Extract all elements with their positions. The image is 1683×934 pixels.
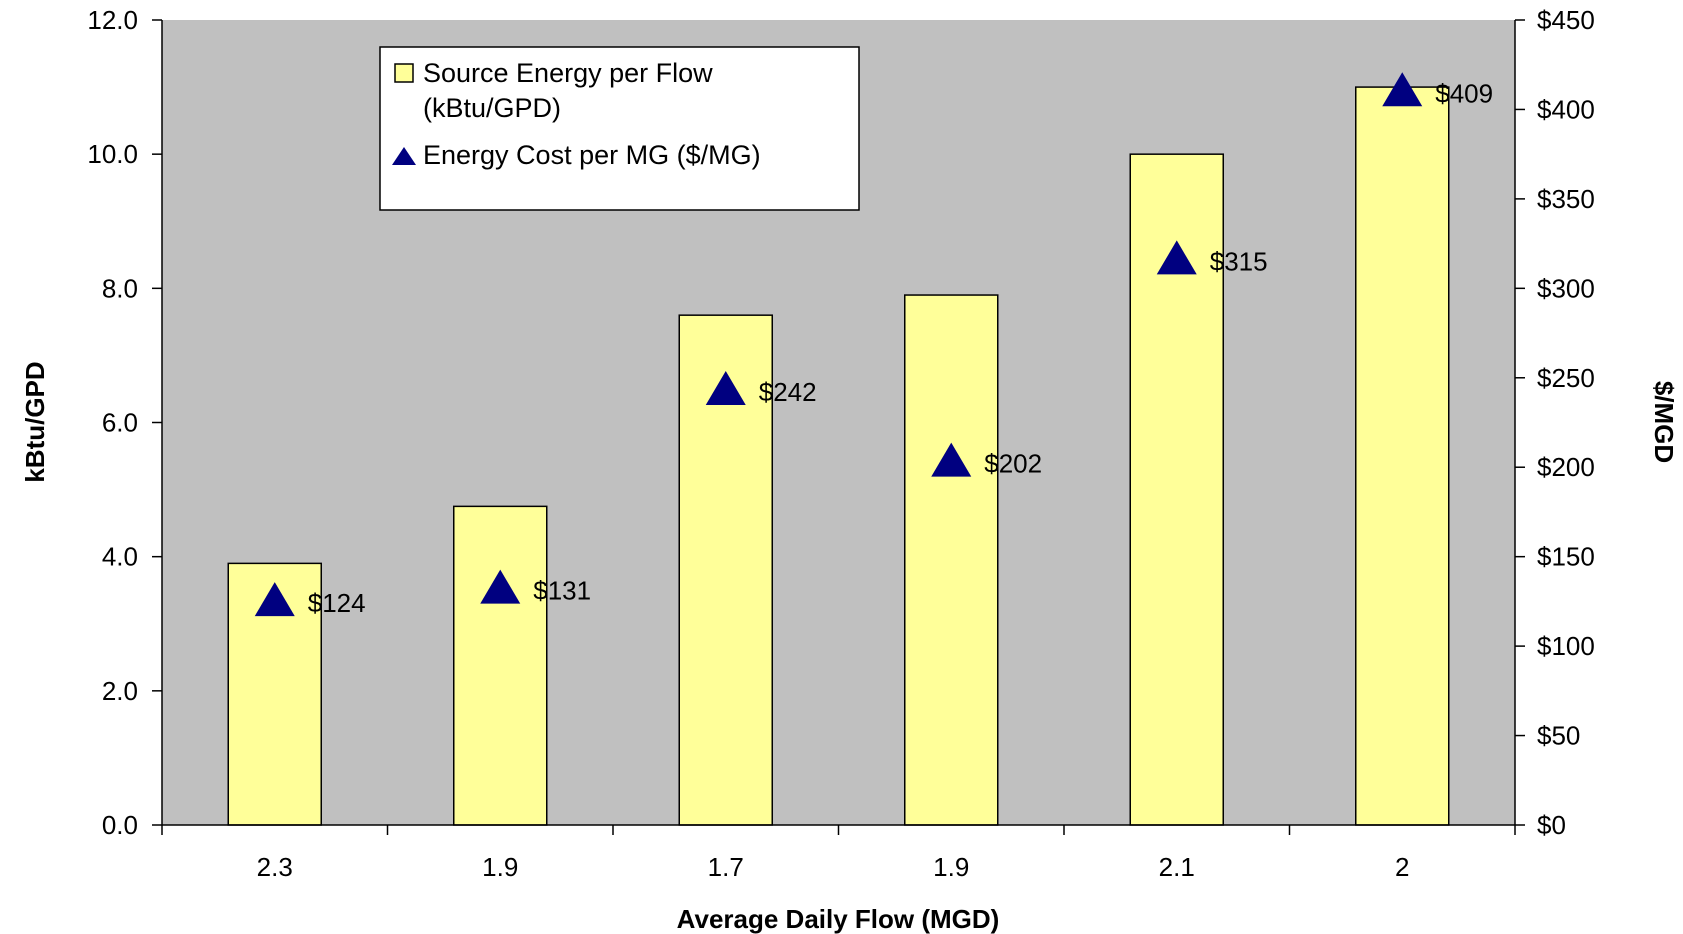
legend-bar-label-line2: (kBtu/GPD): [423, 93, 561, 123]
y2-tick-label: $50: [1537, 721, 1580, 751]
data-label: $315: [1210, 247, 1268, 277]
axes: [152, 19, 1525, 835]
x-tick-label: 1.9: [933, 852, 969, 882]
y-tick-label: 10.0: [87, 139, 138, 169]
bar: [453, 505, 548, 826]
triangle-marker: [705, 371, 746, 406]
tick-labels: 0.0 2.0 4.0 6.0 8.0 10.0 12.0 $0 $50 $100 $150 $200…: [87, 5, 1594, 882]
y2-tick-label: $250: [1537, 363, 1595, 393]
triangle-marker: [1156, 240, 1197, 275]
x-tick-label: 2: [1395, 852, 1409, 882]
x-tick-label: 2.1: [1159, 852, 1195, 882]
data-label: $131: [533, 576, 591, 606]
y2-tick-label: $0: [1537, 810, 1566, 840]
y-axis-title: kBtu/GPD: [20, 361, 50, 482]
legend-box: [379, 46, 860, 211]
y-tick-label: 2.0: [102, 676, 138, 706]
y2-tick-label: $300: [1537, 273, 1595, 303]
data-label: $409: [1435, 78, 1493, 108]
data-label: $124: [308, 588, 366, 618]
legend-bar-label-line1: Source Energy per Flow: [423, 58, 713, 88]
data-label: $202: [984, 449, 1042, 479]
y2-tick-label: $450: [1537, 5, 1595, 35]
bar-series: [227, 86, 1450, 826]
y-tick-label: 8.0: [102, 273, 138, 303]
legend-triangle-icon: [392, 147, 416, 165]
bar: [1355, 86, 1450, 826]
marker-series: $124 $131 $242 $202 $315 $409: [254, 72, 1493, 618]
triangle-marker: [480, 569, 521, 604]
bar: [904, 294, 999, 826]
y-tick-label: 4.0: [102, 542, 138, 572]
y2-tick-label: $200: [1537, 452, 1595, 482]
triangle-marker: [254, 582, 295, 617]
y-tick-label: 6.0: [102, 408, 138, 438]
x-tick-label: 1.9: [482, 852, 518, 882]
triangle-marker: [931, 442, 972, 477]
y2-tick-label: $100: [1537, 631, 1595, 661]
triangle-marker: [1382, 72, 1423, 107]
x-axis-title: Average Daily Flow (MGD): [677, 904, 1000, 934]
y2-tick-label: $400: [1537, 94, 1595, 124]
x-tick-label: 1.7: [708, 852, 744, 882]
data-label: $242: [759, 377, 817, 407]
legend-marker-label: Energy Cost per MG ($/MG): [423, 140, 761, 170]
y-tick-label: 12.0: [87, 5, 138, 35]
legend-bar-swatch: [394, 63, 414, 83]
y2-tick-label: $350: [1537, 184, 1595, 214]
legend: Source Energy per Flow (kBtu/GPD) Energy…: [379, 46, 860, 211]
y2-tick-label: $150: [1537, 542, 1595, 572]
y-tick-label: 0.0: [102, 810, 138, 840]
y2-axis-title: $/MGD: [1649, 381, 1679, 463]
x-tick-label: 2.3: [257, 852, 293, 882]
